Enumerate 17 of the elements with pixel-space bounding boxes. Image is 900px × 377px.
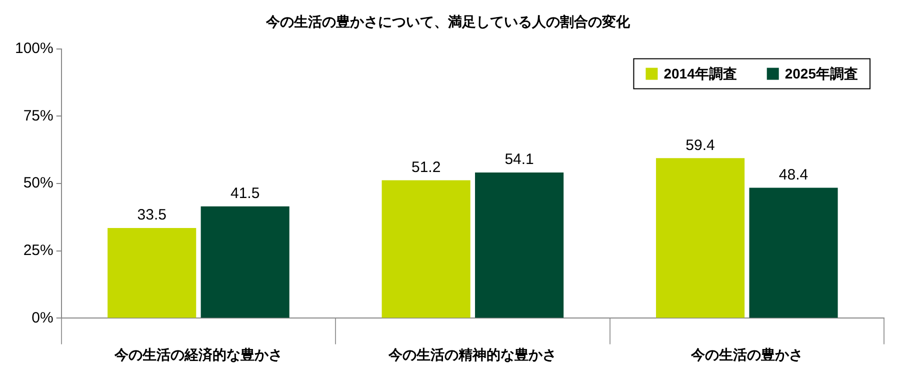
x-tick-label: 今の生活の経済的な豊かさ [113,346,282,362]
data-label: 54.1 [504,151,534,168]
y-tick-label: 75% [23,107,54,124]
y-tick-label: 100% [14,40,54,57]
chart-title: 今の生活の豊かさについて、満足している人の割合の変化 [265,13,631,30]
x-tick-label: 今の生活の豊かさ [690,346,803,362]
y-tick-label: 50% [23,174,54,192]
y-tick-label: 0% [32,309,54,326]
x-tick-label: 今の生活の精神的な豊かさ [388,346,557,362]
data-label: 48.4 [778,166,808,184]
data-label: 51.2 [411,158,441,176]
data-label: 41.5 [230,185,260,202]
y-tick-label: 25% [23,242,54,259]
data-label: 59.4 [686,136,715,154]
legend-label: 2014年調査 [664,66,737,82]
data-label: 33.5 [137,206,166,224]
legend-label: 2025年調査 [784,66,858,82]
